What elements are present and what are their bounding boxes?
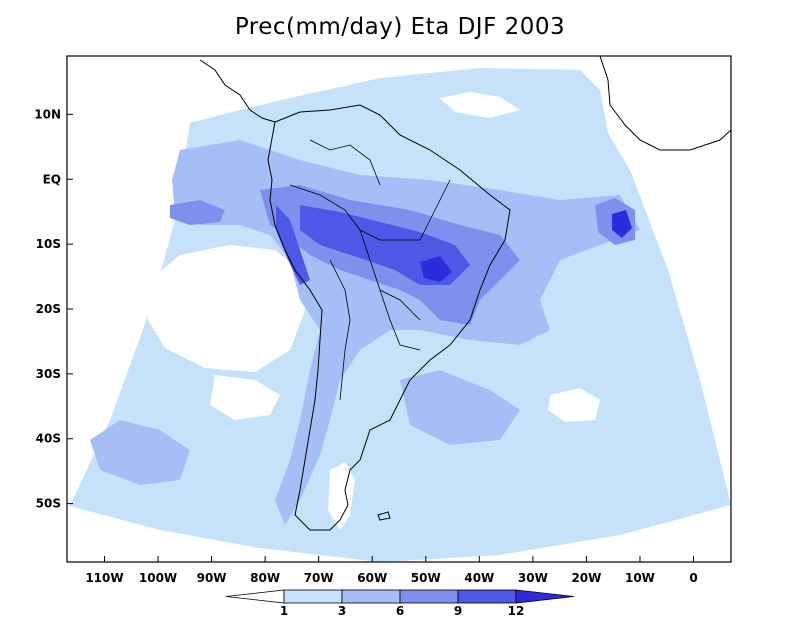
country-borders [289, 139, 451, 401]
coastline-africa [599, 56, 731, 151]
colorbar-level-label: 1 [280, 604, 288, 618]
lat-tick-label: 20S [36, 302, 61, 316]
dry-region-atlantic [548, 388, 600, 422]
precip-band-3-6-south [90, 420, 190, 485]
lat-tick-label: 10S [36, 237, 61, 251]
lon-tick-label: 60W [357, 571, 387, 585]
map-field [70, 56, 731, 562]
precip-band-3-6-atlantic [400, 370, 520, 445]
lon-tick-label: 20W [571, 571, 601, 585]
lon-tick-label: 110W [85, 571, 123, 585]
lat-tick-label: EQ [43, 172, 61, 186]
lat-tick-label: 50S [36, 497, 61, 511]
colorbar-level-label: 9 [454, 604, 462, 618]
dry-region-pacific [148, 245, 305, 372]
lon-tick-label: 40W [464, 571, 494, 585]
map-title: Prec(mm/day) Eta DJF 2003 [234, 14, 566, 40]
colorbar-segment [457, 589, 517, 604]
lon-tick-label: 0 [689, 571, 697, 585]
longitude-axis: 110W 100W 90W 80W 70W 60W 50W 40W 30W 20W 10W 0 [85, 556, 698, 585]
lat-tick-label: 30S [36, 367, 61, 381]
colorbar-level-label: 6 [396, 604, 404, 618]
colorbar-segment [399, 589, 459, 604]
colorbar-level-label: 3 [338, 604, 346, 618]
colorbar-segment [515, 589, 575, 604]
colorbar-segment [225, 589, 285, 604]
colorbar: 1 3 6 9 12 [225, 589, 575, 618]
lon-tick-label: 100W [139, 571, 177, 585]
lon-tick-label: 30W [518, 571, 548, 585]
colorbar-level-label: 12 [508, 604, 525, 618]
lon-tick-label: 10W [625, 571, 655, 585]
colorbar-segment [283, 589, 343, 604]
lat-tick-label: 10N [34, 107, 61, 121]
lon-tick-label: 50W [411, 571, 441, 585]
colorbar-segment [341, 589, 401, 604]
precip-core-12plus-2 [420, 256, 452, 282]
precip-band-9-12-andes [276, 205, 310, 285]
coastlines [199, 56, 731, 531]
precip-core-12plus [612, 210, 632, 238]
lon-tick-label: 80W [250, 571, 280, 585]
precip-band-6-9-itcz [170, 200, 225, 225]
coastline-south-america [267, 104, 511, 531]
falklands [377, 511, 391, 521]
dry-region-north [440, 92, 520, 118]
lat-tick-label: 40S [36, 432, 61, 446]
dry-region-pacific-2 [210, 375, 280, 420]
lon-tick-label: 90W [197, 571, 227, 585]
lon-tick-label: 70W [304, 571, 334, 585]
latitude-axis: 10N EQ 10S 20S 30S 40S 50S [34, 107, 73, 511]
coastline-central-america [199, 59, 276, 123]
